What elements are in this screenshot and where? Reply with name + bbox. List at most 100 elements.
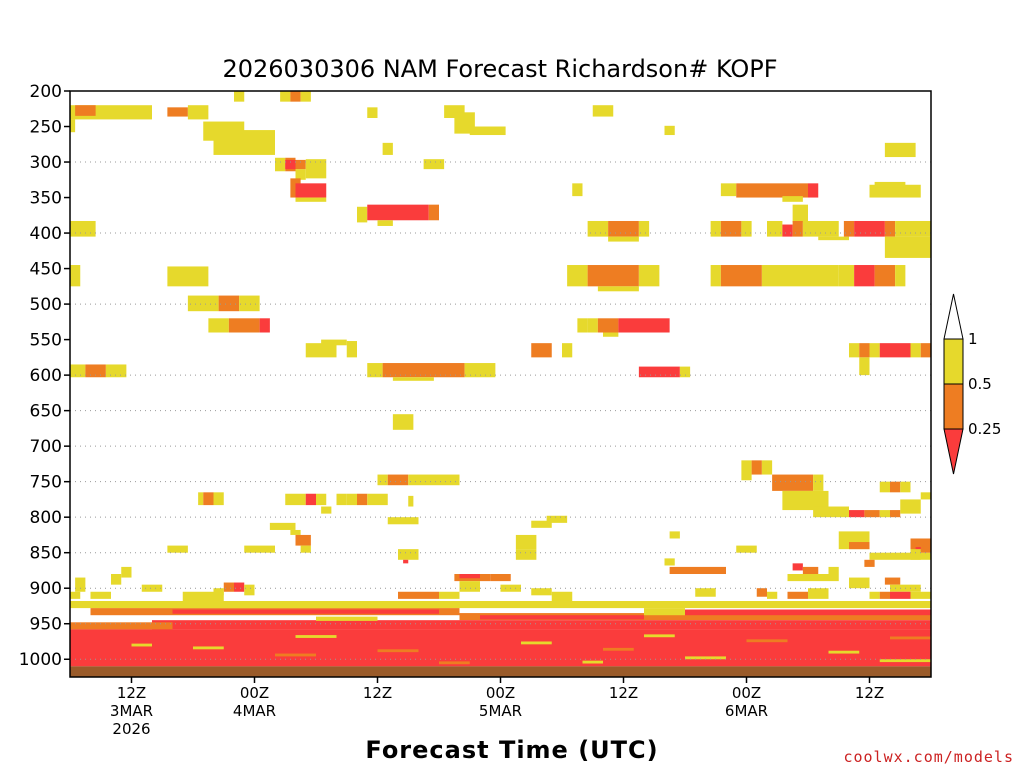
heat-cell-153 [736,545,757,553]
heat-cell-115 [203,492,214,506]
ground-band [70,666,931,677]
heat-cell-2 [290,91,301,102]
heat-cell-145 [244,545,275,553]
heat-cell-72 [187,295,219,312]
heat-cell-111 [377,474,388,486]
heat-cell-66 [720,265,762,287]
heat-cell-167 [787,574,839,582]
heat-cell-27 [295,183,327,198]
x-tick-label-0-1: 3MAR [110,702,153,720]
heat-cell-71 [895,265,906,287]
heat-cell-184 [531,588,552,596]
heat-cell-98 [367,363,383,378]
x-tick-label-3-0: 00Z [486,684,515,702]
heat-cell-166 [802,566,819,576]
heat-cell-46 [710,220,721,237]
heatmap-cells [70,91,931,667]
credit-text: coolwx.com/models [843,748,1014,766]
heat-cell-124 [367,493,388,506]
heat-cell-125 [408,495,414,507]
heat-cell-103 [679,366,691,378]
heat-cell-101 [392,377,434,381]
heat-cell-60 [167,266,209,287]
heat-cell-47 [720,220,742,237]
heat-cell-42 [587,220,609,237]
heat-cell-121 [336,493,347,506]
heat-cell-130 [879,510,890,518]
heat-cell-32 [808,183,819,198]
heat-cell-117 [285,493,296,506]
heat-cell-156 [869,552,931,560]
heat-cell-70 [874,265,896,287]
heat-cell-68 [838,265,855,287]
heat-cell-96 [85,364,106,378]
heat-cell-165 [792,563,803,571]
heat-cell-203 [685,609,931,616]
x-tick-label-5-1: 6MAR [725,702,768,720]
heat-cell-109 [813,474,824,491]
heat-cell-43 [608,220,639,237]
heat-cell-177 [244,584,255,596]
heat-cell-201 [480,615,644,620]
heat-cell-118 [295,493,306,506]
heat-cell-148 [398,549,419,560]
colorbar-label-0: 1 [968,330,978,348]
heat-cell-222 [439,661,470,665]
x-tick-label-1-1: 4MAR [233,702,276,720]
heat-cell-22 [295,169,306,180]
heat-cell-44 [638,220,650,237]
heat-cell-214 [603,647,634,651]
heat-cell-0 [234,91,245,102]
heat-cell-63 [638,265,660,287]
heat-cell-169 [75,577,86,592]
heat-cell-8 [70,119,76,133]
x-tick-label-1-0: 00Z [240,684,269,702]
heat-cell-163 [884,577,901,585]
heat-cell-10 [213,130,275,155]
heat-cell-91 [879,343,911,358]
heat-cell-80 [597,318,619,333]
heat-cell-185 [398,591,439,599]
heat-cell-168 [121,566,132,578]
heat-cell-86 [531,343,552,358]
heat-cell-67 [761,265,839,287]
heat-cell-7 [187,105,209,120]
heat-cell-107 [761,460,773,475]
heat-cell-35 [874,181,906,188]
heat-cell-19 [275,157,286,172]
heat-cell-79 [587,318,598,333]
heat-cell-62 [587,265,639,287]
heat-cell-14 [469,126,506,136]
heat-cell-30 [720,183,737,197]
heat-cell-97 [105,364,127,378]
heat-cell-23 [295,159,306,170]
heat-cell-195 [890,591,911,599]
y-tick-label-750: 750 [30,473,62,493]
heat-cell-1 [280,91,291,102]
heat-cell-162 [849,577,870,589]
y-axis: 200 250 300 350 400 450 500 550 600 650 700 750 800 8… [19,82,70,670]
heat-cell-128 [849,510,865,518]
heat-cell-87 [562,343,573,358]
heat-cell-29 [572,183,583,197]
heat-cell-49 [767,220,783,237]
y-tick-label-400: 400 [30,224,62,244]
heat-cell-11 [367,107,378,118]
y-tick-label-700: 700 [30,437,62,457]
heat-cell-206 [316,616,378,621]
heat-cell-160 [864,559,875,567]
heat-cell-161 [828,566,839,575]
heat-cell-82 [603,332,619,337]
y-tick-label-600: 600 [30,366,62,386]
colorbar-label-1: 0.5 [968,375,992,393]
heat-cell-138 [531,520,552,528]
heat-cell-41 [70,220,96,237]
y-tick-label-450: 450 [30,260,62,280]
heat-cell-45 [608,236,639,242]
heat-cell-129 [864,510,880,518]
chart-title: 2026030306 NAM Forecast Richardson# KOPF [222,55,777,83]
x-tick-label-5-0: 00Z [732,684,761,702]
heat-cell-187 [551,591,573,601]
heat-cell-17 [382,142,393,155]
heat-cell-174 [223,582,234,592]
